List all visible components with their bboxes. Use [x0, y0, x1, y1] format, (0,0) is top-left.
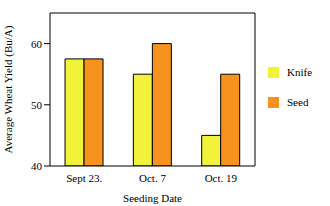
- svg-text:50: 50: [31, 99, 43, 111]
- svg-text:Seeding Date: Seeding Date: [123, 192, 182, 204]
- svg-text:60: 60: [31, 38, 43, 50]
- html-text:Seed: Seed: [287, 96, 309, 108]
- svg-text:Oct. 7: Oct. 7: [139, 172, 166, 184]
- svg-text:Sept 23.: Sept 23.: [66, 172, 102, 184]
- svg-text:Average Wheat Yield (Bu/A): Average Wheat Yield (Bu/A): [8, 25, 15, 153]
- html-text:Knife: Knife: [287, 66, 312, 78]
- svg-text:40: 40: [31, 160, 43, 172]
- svg-text:Oct. 19: Oct. 19: [205, 172, 238, 184]
